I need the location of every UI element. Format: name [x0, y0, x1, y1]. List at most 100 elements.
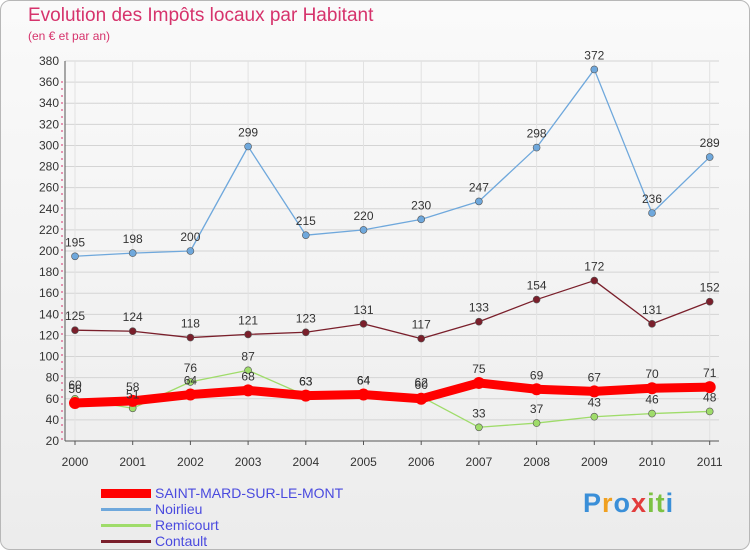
- y-tick-label: 380: [39, 54, 59, 68]
- data-label: 215: [296, 214, 316, 228]
- data-label: 124: [123, 310, 143, 324]
- data-label: 172: [584, 260, 604, 274]
- x-tick-label: 2007: [466, 455, 493, 469]
- data-point: [357, 388, 370, 401]
- data-label: 200: [180, 230, 200, 244]
- y-tick-label: 280: [39, 160, 59, 174]
- y-tick-label: 340: [39, 96, 59, 110]
- data-point: [588, 385, 601, 398]
- data-point: [126, 394, 139, 407]
- data-label: 121: [238, 313, 258, 327]
- data-point: [532, 419, 541, 427]
- data-point: [648, 209, 656, 217]
- data-label: 43: [588, 396, 602, 410]
- data-point: [590, 276, 599, 285]
- data-point: [415, 392, 428, 405]
- data-label: 75: [472, 362, 486, 376]
- data-point: [244, 330, 252, 339]
- data-point: [359, 320, 368, 328]
- data-label: 64: [357, 374, 371, 388]
- y-tick-label: 20: [46, 434, 60, 448]
- data-point: [472, 376, 485, 389]
- data-label: 69: [530, 368, 544, 382]
- data-point: [532, 143, 541, 152]
- data-point: [69, 397, 81, 409]
- legend-swatch: [101, 540, 151, 543]
- x-tick-label: 2006: [408, 455, 435, 469]
- data-point: [184, 388, 197, 401]
- data-label: 123: [296, 311, 316, 325]
- data-label: 58: [126, 380, 140, 394]
- data-label: 76: [184, 361, 198, 375]
- data-point: [359, 226, 368, 234]
- x-tick-label: 2008: [523, 455, 550, 469]
- data-point: [299, 389, 312, 402]
- proxiti-logo: Proxiti: [583, 488, 675, 518]
- data-point: [530, 383, 543, 396]
- y-tick-label: 200: [39, 244, 59, 258]
- data-label: 56: [68, 382, 82, 396]
- x-tick-label: 2000: [62, 455, 89, 469]
- data-label: 125: [65, 309, 85, 323]
- data-point: [186, 333, 195, 342]
- data-point: [648, 320, 656, 328]
- data-point: [242, 384, 255, 397]
- data-label: 64: [184, 374, 198, 388]
- data-label: 299: [238, 126, 258, 140]
- x-tick-label: 2004: [292, 455, 319, 469]
- legend-swatch: [101, 489, 151, 498]
- data-label: 236: [642, 192, 662, 206]
- data-label: 372: [584, 48, 604, 62]
- data-label: 230: [411, 198, 431, 212]
- data-point: [301, 231, 310, 239]
- data-label: 195: [65, 235, 85, 249]
- x-tick-label: 2003: [235, 455, 262, 469]
- legend-label: Noirlieu: [155, 501, 203, 517]
- data-point: [244, 142, 252, 151]
- data-point: [186, 378, 195, 386]
- data-label: 87: [241, 349, 255, 363]
- data-label: 51: [126, 387, 140, 401]
- data-point: [186, 247, 195, 255]
- y-tick-label: 120: [39, 328, 59, 342]
- x-tick-label: 2010: [639, 455, 666, 469]
- data-label: 289: [700, 136, 720, 150]
- data-label: 152: [700, 281, 720, 295]
- data-label: 154: [527, 279, 547, 293]
- y-tick-label: 80: [46, 371, 60, 385]
- data-point: [128, 327, 137, 336]
- data-point: [705, 297, 714, 306]
- series-line: [74, 68, 711, 257]
- y-tick-label: 360: [39, 75, 59, 89]
- data-label: 133: [469, 301, 489, 315]
- grid: [65, 60, 719, 442]
- data-label: 298: [527, 127, 547, 141]
- series: [69, 65, 716, 432]
- data-labels: 56 58 64 68 63 64 60 75 69 67 70 71 195 198 200 299 215 2…: [65, 48, 720, 420]
- data-label: 131: [353, 303, 373, 317]
- data-point: [590, 65, 599, 74]
- data-label: 62: [415, 376, 429, 390]
- legend-swatch: [101, 508, 151, 511]
- data-point: [475, 317, 483, 326]
- data-label: 63: [299, 375, 313, 389]
- data-point: [301, 328, 310, 337]
- y-tick-label: 40: [46, 413, 60, 427]
- data-label: 63: [299, 375, 313, 389]
- data-label: 60: [68, 378, 82, 392]
- data-point: [244, 366, 252, 375]
- y-tick-label: 300: [39, 138, 59, 152]
- data-point: [475, 423, 483, 432]
- data-label: 247: [469, 180, 489, 194]
- chart-subtitle: (en € et par an): [28, 29, 111, 43]
- data-label: 37: [530, 402, 544, 416]
- data-point: [705, 407, 714, 416]
- data-point: [71, 252, 79, 261]
- chart-title: Evolution des Impôts locaux par Habitant: [28, 5, 374, 26]
- series-line: [70, 378, 715, 408]
- data-label: 220: [353, 209, 373, 223]
- data-point: [475, 197, 483, 206]
- data-point: [532, 295, 541, 304]
- data-label: 64: [357, 374, 371, 388]
